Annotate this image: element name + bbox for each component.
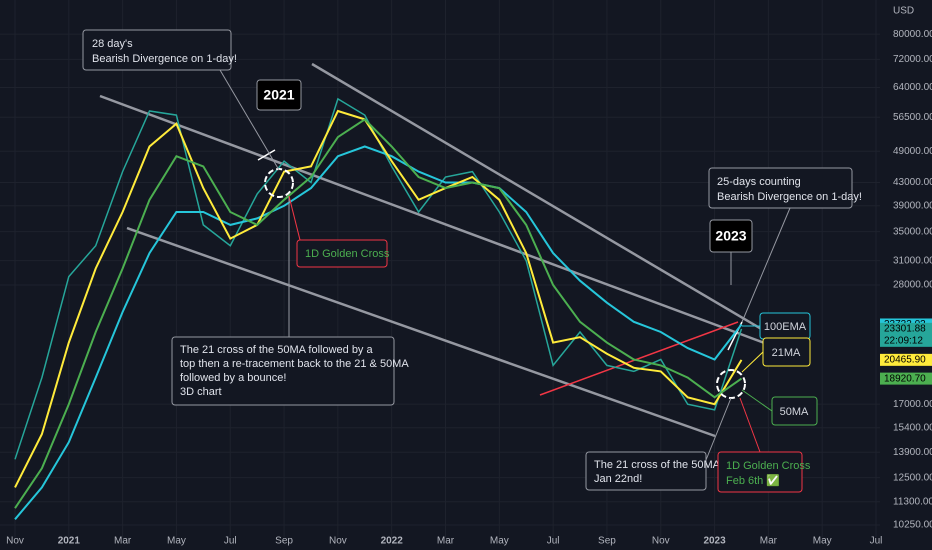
y-tick-label: 80000.00: [893, 29, 932, 40]
x-tick-label: Mar: [760, 536, 778, 547]
axes: 80000.00 72000.00 64000.00 56500.00 49000.00…: [6, 29, 932, 547]
x-tick-label: May: [490, 536, 509, 547]
x-tick-label: 2022: [381, 536, 404, 547]
annotation-text: 25-days counting: [717, 176, 801, 188]
y-tick-label: 11300.00: [893, 496, 932, 507]
annotation-text: followed by a bounce!: [180, 372, 286, 384]
x-tick-label: 2021: [58, 536, 81, 547]
x-tick-label: Mar: [114, 536, 132, 547]
y-tick-label: 72000.00: [893, 54, 932, 65]
annotation-box: [585, 451, 707, 491]
x-tick-label: May: [813, 536, 832, 547]
y-tick-label: 35000.00: [893, 226, 932, 237]
legend-box: [771, 396, 818, 426]
annotation-text: 28 day's: [92, 38, 133, 50]
drawings: [99, 62, 781, 438]
annotation-text: The 21 cross of the 50MA followed by a: [180, 344, 373, 356]
legend-label: 100EMA: [764, 321, 807, 333]
y-tick-label: 15400.00: [893, 422, 932, 433]
channel-line: [99, 94, 771, 347]
annotation-box: [256, 79, 302, 111]
price-tag-label: 18920.70: [884, 373, 926, 384]
annotation-text: Bearish Divergence on 1-day!: [717, 191, 862, 203]
x-tick-label: May: [167, 536, 186, 547]
channel-line: [126, 226, 716, 438]
annotation-box: [171, 336, 395, 406]
x-tick-label: Nov: [6, 536, 24, 547]
y-tick-label: 13900.00: [893, 447, 932, 458]
x-tick-label: Nov: [329, 536, 347, 547]
cross-circle: [264, 168, 294, 198]
plot: [14, 97, 743, 520]
y-tick-label: 64000.00: [893, 82, 932, 93]
legend-label: 21MA: [772, 347, 801, 359]
annotation-text: Feb 6th ✅: [726, 474, 780, 487]
divergence-line: [257, 149, 276, 161]
annotation-box: [717, 451, 803, 493]
y-tick-label: 12500.00: [893, 472, 932, 483]
price-tag: [880, 322, 932, 347]
connector: [739, 397, 761, 453]
series-line: [14, 118, 743, 509]
y-tick-label: 17000.00: [893, 399, 932, 410]
annotation-text: Jan 22nd!: [594, 473, 642, 485]
connector: [741, 389, 773, 412]
connector: [705, 397, 732, 461]
annotation-text: The 21 cross of the 50MA: [594, 459, 721, 471]
x-tick-label: Mar: [437, 536, 455, 547]
annotation-text: Bearish Divergence on 1-day!: [92, 53, 237, 65]
annotation-box: [82, 29, 232, 71]
y-tick-label: 49000.00: [893, 146, 932, 157]
price-tag-label: 23301.88: [884, 323, 926, 334]
legend-label: 50MA: [780, 406, 809, 418]
connector: [288, 195, 301, 241]
series-line: [14, 109, 743, 488]
x-tick-label: Jul: [224, 536, 237, 547]
annotation-text: 2023: [715, 228, 746, 244]
connector: [741, 351, 764, 373]
y-tick-label: 10250.00: [893, 520, 932, 531]
price-tag-label: 20465.90: [884, 354, 926, 365]
y-tick-label: 56500.00: [893, 112, 932, 123]
legend-box: [762, 337, 811, 367]
x-tick-label: 2023: [703, 536, 726, 547]
y-tick-label: 39000.00: [893, 200, 932, 211]
series-line: [14, 145, 743, 520]
annotation-text: 2021: [263, 87, 294, 103]
annotation-text: 3D chart: [180, 386, 222, 398]
callouts: [219, 69, 791, 461]
x-tick-label: Jul: [870, 536, 883, 547]
annotation-text: 1D Golden Cross: [726, 460, 811, 472]
y-tick-label: 28000.00: [893, 280, 932, 291]
trend-line: [539, 321, 739, 396]
y-tick-label: 43000.00: [893, 177, 932, 188]
x-tick-label: Jul: [547, 536, 560, 547]
price-tag: [880, 372, 932, 385]
annotations: 28 day's Bearish Divergence on 1-day! 20…: [82, 29, 862, 493]
axis-unit: USD: [893, 6, 914, 17]
annotation-text: 1D Golden Cross: [305, 248, 390, 260]
x-tick-label: Sep: [275, 536, 293, 547]
annotation-text: top then a re-tracement back to the 21 &…: [180, 358, 409, 370]
x-tick-label: Sep: [598, 536, 616, 547]
channel-line: [311, 62, 781, 342]
y-tick-label: 31000.00: [893, 255, 932, 266]
x-tick-label: Nov: [652, 536, 670, 547]
connector: [741, 207, 791, 323]
annotation-box: [708, 167, 853, 209]
annotation-box: [296, 239, 388, 268]
annotation-box: [709, 219, 753, 253]
price-tag: [880, 353, 932, 366]
countdown: 22:09:12: [884, 335, 923, 346]
connector: [219, 69, 280, 171]
